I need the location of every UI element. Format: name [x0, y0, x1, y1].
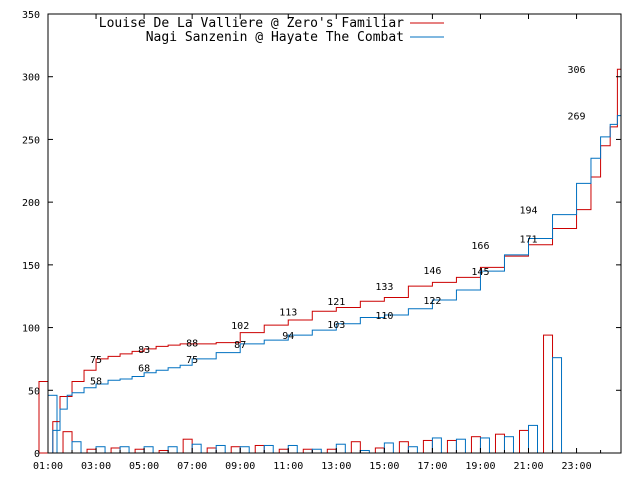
x-tick-label-9: 19:00: [465, 461, 495, 472]
plot-frame: [47, 13, 622, 454]
x-tick-label-10: 21:00: [513, 461, 543, 472]
x-tick-label-3: 07:00: [177, 461, 207, 472]
hourly-bars: [38, 334, 563, 454]
point-label-series-1-4: 94: [282, 331, 294, 342]
x-tick-label-2: 05:00: [129, 461, 159, 472]
bar-series-1-hour-1: [71, 441, 82, 454]
point-label-series-0-10: 306: [568, 65, 586, 76]
bar-series-1-hour-11: [311, 448, 322, 454]
bar-series-0-hour-8: [230, 446, 241, 454]
y-tick-label-1: 50: [28, 386, 40, 397]
y-tick-label-6: 300: [22, 73, 40, 84]
point-label-series-0-4: 113: [279, 307, 297, 318]
point-label-series-0-5: 121: [327, 297, 345, 308]
bar-series-0-hour-20: [519, 429, 530, 454]
bar-series-0-hour-19: [494, 433, 505, 454]
point-label-series-1-5: 103: [327, 320, 345, 331]
bar-series-0-hour-12: [326, 448, 337, 454]
point-label-series-0-8: 166: [471, 241, 489, 252]
bar-series-1-hour-19: [503, 436, 514, 454]
point-label-series-1-6: 110: [375, 311, 393, 322]
bar-series-1-hour-5: [167, 446, 178, 454]
bar-series-1-hour-21: [552, 357, 563, 454]
y-axis: 0 50 100 150 200 250 300 350: [22, 10, 621, 460]
bar-series-1-hour-7: [215, 444, 226, 454]
point-label-series-0-2: 88: [186, 339, 198, 350]
bar-series-1-hour-20: [528, 424, 539, 454]
point-label-series-1-0: 58: [90, 376, 102, 387]
bar-series-1-hour-6: [191, 443, 202, 454]
x-tick-label-8: 17:00: [417, 461, 447, 472]
bar-series-0-hour-11: [302, 448, 313, 454]
bar-series-1-hour-18: [479, 437, 490, 454]
point-label-series-0-6: 133: [375, 282, 393, 293]
x-axis: 01:00 03:00 05:00 07:00 09:00 11:00 13:00 15:00…: [33, 14, 602, 472]
x-tick-label-6: 13:00: [321, 461, 351, 472]
bar-series-0-hour-13: [350, 441, 361, 454]
bar-series-0-hour-9: [254, 444, 265, 454]
bar-series-0-hour-3: [110, 447, 121, 454]
x-tick-label-0: 01:00: [33, 461, 63, 472]
x-tick-label-5: 11:00: [273, 461, 303, 472]
point-label-series-0-3: 102: [231, 321, 249, 332]
x-tick-label-11: 23:00: [561, 461, 591, 472]
point-label-series-1-8: 145: [471, 267, 489, 278]
y-tick-label-3: 150: [22, 261, 40, 272]
bar-series-0-hour-10: [278, 448, 289, 454]
point-label-series-1-2: 75: [186, 355, 198, 366]
point-label-series-0-9: 194: [519, 206, 537, 217]
bar-series-1-hour-14: [383, 442, 394, 454]
point-label-series-0-7: 146: [423, 266, 441, 277]
legend-label-0: Louise De La Valliere @ Zero's Familiar: [99, 16, 404, 31]
bar-series-0-hour-1: [62, 431, 73, 454]
point-label-series-1-3: 87: [234, 340, 246, 351]
bar-series-0-hour-18: [470, 436, 481, 454]
bar-series-1-hour-2: [95, 446, 106, 454]
bar-series-1-hour-10: [287, 444, 298, 454]
x-tick-label-1: 03:00: [81, 461, 111, 472]
point-label-series-0-1: 83: [138, 345, 150, 356]
bar-series-0-hour-15: [398, 441, 409, 454]
y-tick-label-0: 0: [34, 449, 40, 460]
bar-series-1-hour-3: [119, 446, 130, 454]
y-tick-label-2: 100: [22, 324, 40, 335]
y-tick-label-4: 200: [22, 198, 40, 209]
bar-series-0-hour-2: [86, 448, 97, 454]
bar-series-1-hour-16: [431, 437, 442, 454]
x-tick-label-4: 09:00: [225, 461, 255, 472]
point-label-series-1-10: 269: [568, 112, 586, 123]
bar-series-0-hour-14: [374, 447, 385, 454]
line-series-1: [48, 115, 621, 454]
cumulative-lines: [48, 68, 621, 454]
legend: Louise De La Valliere @ Zero's FamiliarN…: [99, 16, 444, 45]
x-tick-label-7: 15:00: [369, 461, 399, 472]
legend-label-1: Nagi Sanzenin @ Hayate The Combat: [146, 30, 404, 45]
bar-series-0-hour-6: [182, 438, 193, 454]
bar-series-1-hour-15: [407, 446, 418, 454]
bar-series-1-hour-17: [455, 438, 466, 454]
bar-series-0-hour-0: [38, 381, 49, 454]
point-label-series-1-9: 171: [519, 235, 537, 246]
bar-series-0-hour-4: [134, 448, 145, 454]
line-series-0: [48, 68, 621, 454]
point-label-series-1-7: 122: [423, 296, 441, 307]
point-label-series-0-0: 75: [90, 355, 102, 366]
y-tick-label-5: 250: [22, 135, 40, 146]
bar-series-1-hour-8: [239, 446, 250, 454]
point-labels: 75 83 88 102 113 121 133 146 166 194 306 58 68 75 87 94…: [90, 65, 586, 387]
point-label-series-1-1: 68: [138, 364, 150, 375]
bar-series-1-hour-9: [263, 444, 274, 454]
bar-series-1-hour-4: [143, 446, 154, 454]
bar-series-0-hour-17: [446, 439, 457, 454]
y-tick-label-7: 350: [22, 10, 40, 21]
bar-series-0-hour-16: [422, 439, 433, 454]
bar-series-0-hour-21: [543, 334, 554, 454]
bar-series-1-hour-12: [335, 443, 346, 454]
bar-series-0-hour-7: [206, 447, 217, 454]
